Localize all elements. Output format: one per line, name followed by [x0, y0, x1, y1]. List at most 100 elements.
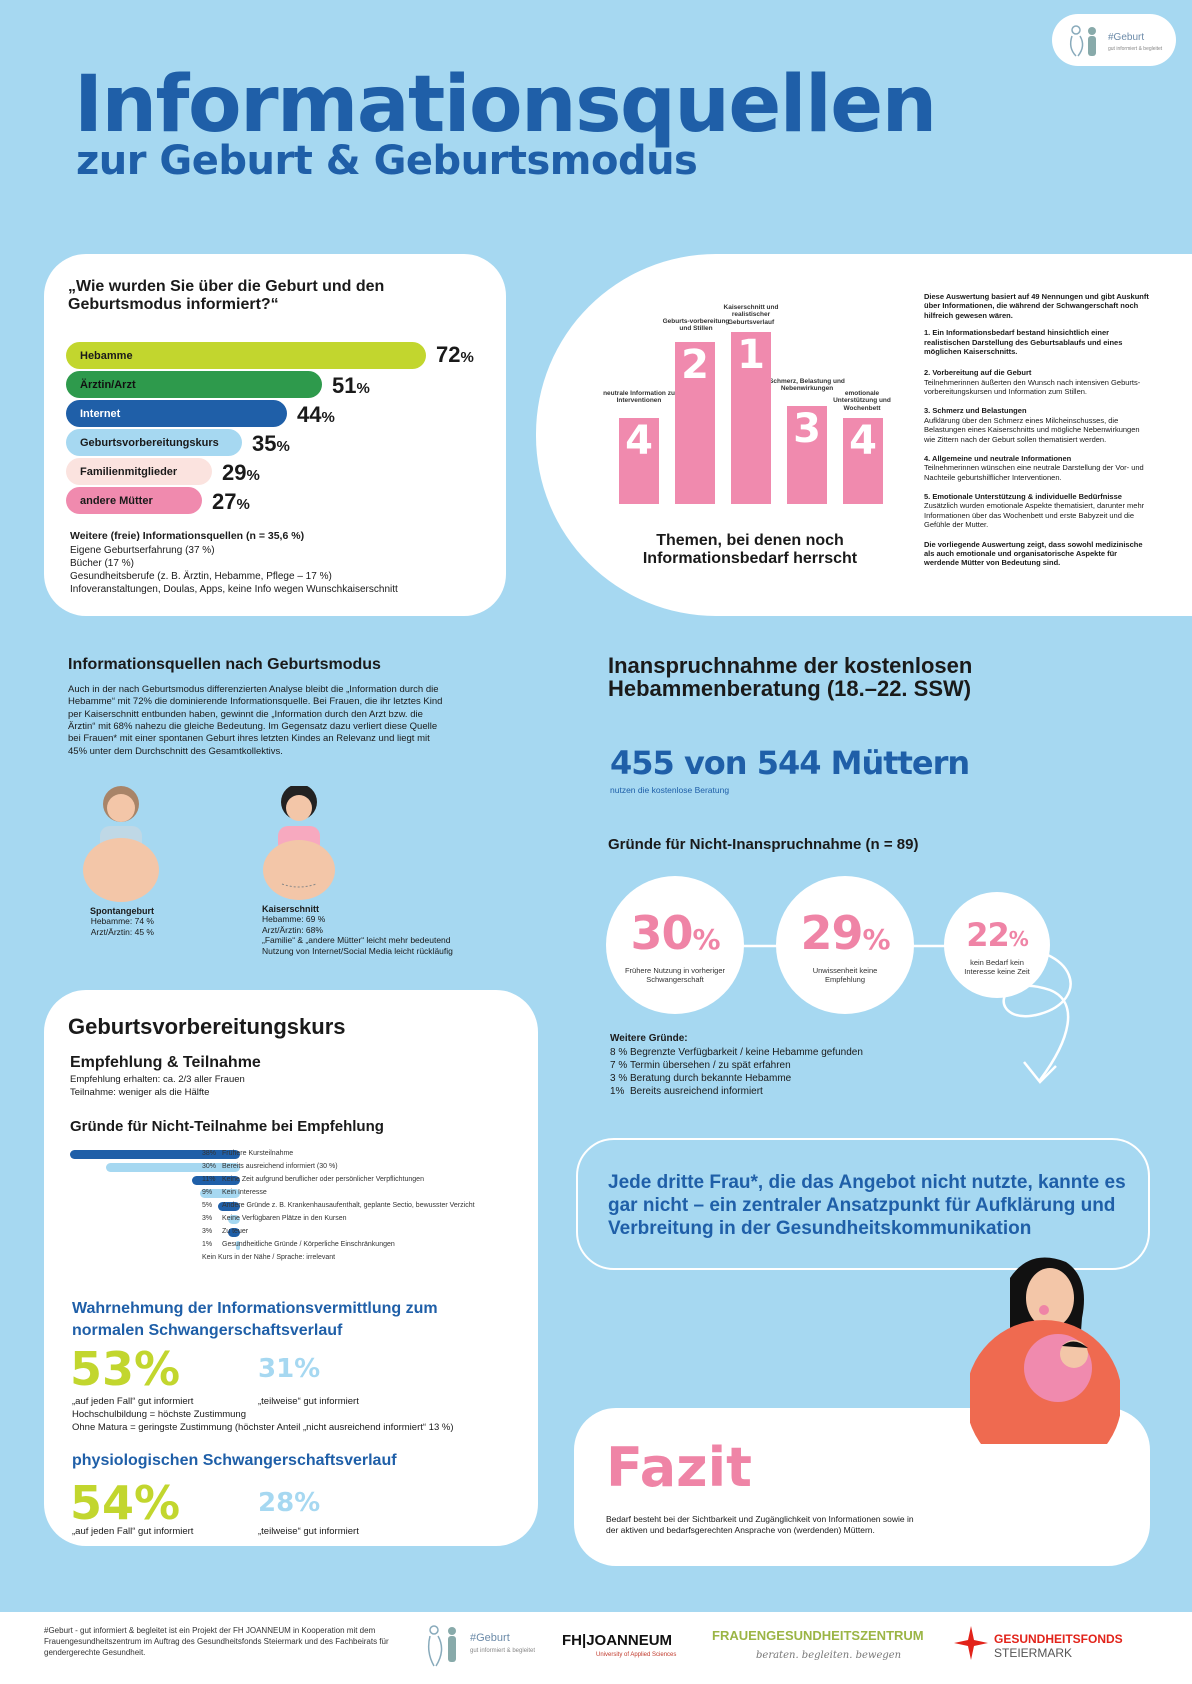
bar-value: 51%: [332, 373, 370, 398]
kaiser-line: Arzt/Ärztin: 68%: [262, 924, 323, 935]
funnel-row: 30% Bereits ausreichend informiert (30 %): [202, 1163, 338, 1170]
fazit-text: Bedarf besteht bei der Sichtbarkeit und …: [606, 1514, 914, 1536]
funnel-row: 3% Zu teuer: [202, 1228, 249, 1235]
bar-internet: Internet: [66, 400, 287, 427]
funnel-bar: [192, 1176, 240, 1185]
topic-label: Schmerz, Belastung und Nebenwirkungen: [769, 378, 845, 393]
midwife-reasons-title: Gründe für Nicht-Inanspruchnahme (n = 89…: [608, 836, 919, 853]
further-item: Gesundheitsberufe (z. B. Ärztin, Hebamme…: [70, 571, 332, 582]
mother-logo-icon: [1069, 25, 1096, 57]
funnel-row: 3% Keine Verfügbaren Plätze in den Kursen: [202, 1215, 347, 1222]
mother-baby-illustration: [970, 1257, 1120, 1444]
funnel-bar: [70, 1150, 240, 1159]
header-logo: #Geburt gut informiert & begleitet: [1052, 14, 1176, 66]
phys-value-part: 28%: [258, 1488, 321, 1518]
funnel-row: Kein Kurs in der Nähe / Sprache: irrelev…: [202, 1254, 336, 1261]
course-reasons-title: Gründe für Nicht-Teilnahme bei Empfehlun…: [70, 1118, 384, 1135]
course-line: Empfehlung erhalten: ca. 2/3 aller Fraue…: [70, 1074, 245, 1085]
logo-subtitle: gut informiert & begleitet: [1108, 46, 1163, 52]
midwife-big-sub: nutzen die kostenlose Beratung: [610, 785, 730, 795]
bar-value: 44%: [297, 402, 335, 427]
funnel-bar: [218, 1202, 240, 1211]
perc-note: Ohne Matura = geringste Zustimmung (höch…: [72, 1422, 454, 1433]
phys-title: physiologischen Schwangerschaftsverlauf: [72, 1452, 397, 1469]
further-item: Eigene Geburtserfahrung (37 %): [70, 545, 215, 556]
quote-text: Jede dritte Frau*, die das Angebot nicht…: [608, 1172, 1126, 1239]
bar-label: Geburtsvorbereitungskurs: [80, 436, 219, 449]
bar-familie: Familienmitglieder: [66, 458, 212, 485]
bar-value: 35%: [252, 431, 290, 456]
topics-point-desc: Teilnehmerinnen äußerten den Wunsch nach…: [924, 377, 1141, 396]
funnel-bar: [200, 1189, 240, 1198]
reason-circle: 29% Unwissenheit keine Empfehlung: [776, 876, 914, 1014]
topics-point-desc: Teilnehmerinnen wünschen eine neutrale D…: [924, 463, 1144, 482]
bar-value: 27%: [212, 489, 250, 514]
bar-kurs: Geburtsvorbereitungskurs: [66, 429, 242, 456]
phys-label: „teilweise“ gut informiert: [258, 1526, 359, 1537]
midwife-further: 8 % Begrenzte Verfügbarkeit / keine Hebam…: [610, 1046, 863, 1098]
topic-label: emotionale Unterstützung und Wochenbett: [833, 390, 891, 412]
funnel-row: 38% Frühere Kursteilnahme: [202, 1150, 294, 1157]
bar-label: Hebamme: [80, 349, 133, 362]
footer-logo4: GESUNDHEITSFONDS: [994, 1632, 1123, 1646]
further-item: Infoveranstaltungen, Doulas, Apps, keine…: [70, 584, 398, 595]
midwife-further-title: Weitere Gründe:: [610, 1033, 688, 1044]
bar-label: andere Mütter: [80, 494, 153, 507]
midwife-title: Inanspruchnahme der kostenlosen Hebammen…: [608, 653, 973, 702]
topics-point: Die vorliegende Auswertung zeigt, dass s…: [924, 539, 1143, 568]
bar-aerztin: Ärztin/Arzt: [66, 371, 322, 398]
footer-logo4-sub: STEIERMARK: [994, 1646, 1073, 1660]
fazit-title: Fazit: [606, 1436, 752, 1499]
circle-label: Unwissenheit keine Empfehlung: [812, 966, 878, 984]
sources-question: „Wie wurden Sie über die Geburt und den …: [68, 278, 385, 314]
footer-logo3-sub: beraten. begleiten. bewegen: [756, 1650, 902, 1661]
further-row: 7 % Termin übersehen / zu spät erfahren: [610, 1060, 791, 1071]
perc-label: „auf jeden Fall“ gut informiert: [72, 1396, 194, 1407]
page-subtitle: zur Geburt & Geburtsmodus: [76, 138, 698, 184]
circle-value: 22%: [966, 916, 1029, 954]
topics-caption: Themen, bei denen noch Informationsbedar…: [642, 532, 858, 568]
course-title: Geburtsvorbereitungskurs: [68, 1014, 346, 1039]
topics-card: neutrale Information zu Interventionen G…: [536, 254, 1192, 616]
further-row: 1% Bereits ausreichend informiert: [610, 1086, 763, 1097]
kaiser-title: Kaiserschnitt: [262, 904, 320, 914]
circle-label: kein Bedarf kein Interesse keine Zeit: [964, 958, 1030, 976]
topic-label: neutrale Information zu Interventionen: [603, 390, 675, 405]
bar-value: 29%: [222, 460, 260, 485]
footer-logo2: FH|JOANNEUM: [562, 1632, 673, 1649]
mode-text: Auch in der nach Geburtsmodus differenzi…: [68, 684, 443, 757]
perc-title: Wahrnehmung der Informationsvermittlung …: [72, 1300, 438, 1339]
course-line: Teilnahme: weniger als die Hälfte: [70, 1087, 210, 1098]
topics-point: 1. Ein Informationsbedarf bestand hinsic…: [924, 328, 1123, 356]
geburt-logo-icon: [427, 1625, 456, 1667]
phys-label: „auf jeden Fall“ gut informiert: [72, 1526, 194, 1537]
topics-intro: Diese Auswertung basiert auf 49 Nennunge…: [924, 292, 1149, 320]
perc-value-main: 53%: [70, 1342, 181, 1396]
topics-point-desc: Aufklärung über den Schmerz eines Milche…: [924, 415, 1140, 444]
funnel-bar: [106, 1163, 240, 1172]
funnel-bar: [228, 1228, 240, 1237]
further-item: Bücher (17 %): [70, 558, 134, 569]
footer-logo1: #Geburt: [470, 1632, 510, 1644]
funnel-bar: [236, 1241, 240, 1250]
funnel-bar: [228, 1215, 240, 1224]
phys-value-main: 54%: [70, 1476, 181, 1530]
footer-logo3: FRAUENGESUNDHEITSZENTRUM: [712, 1628, 924, 1643]
kaiser-line: Nutzung von Internet/Social Media leicht…: [262, 945, 453, 956]
mode-title: Informationsquellen nach Geburtsmodus: [68, 656, 381, 673]
topics-point-desc: Zusätzlich wurden emotionale Aspekte the…: [924, 501, 1145, 530]
quote-box: Jede dritte Frau*, die das Angebot nicht…: [576, 1138, 1150, 1270]
page-title: Informationsquellen: [74, 60, 937, 150]
course-sub: Empfehlung & Teilnahme: [70, 1054, 261, 1071]
bar-label: Internet: [80, 407, 121, 420]
star-logo-icon: [954, 1626, 988, 1660]
topic-label: Kaiserschnitt und realistischer Geburtsv…: [723, 304, 779, 326]
topic-bar: 1: [731, 332, 771, 504]
spont-line: Arzt/Ärztin: 45 %: [90, 926, 154, 937]
circle-value: 30%: [630, 906, 720, 960]
further-row: 8 % Begrenzte Verfügbarkeit / keine Hebam…: [610, 1047, 863, 1058]
topic-label: Geburts-vorbereitung und Stillen: [662, 318, 730, 333]
kaiser-info: Kaiserschnitt Hebamme: 69 % Arzt/Ärztin:…: [262, 904, 512, 957]
kaiser-line: Hebamme: 69 %: [262, 914, 326, 924]
topic-bar: 2: [675, 342, 715, 504]
